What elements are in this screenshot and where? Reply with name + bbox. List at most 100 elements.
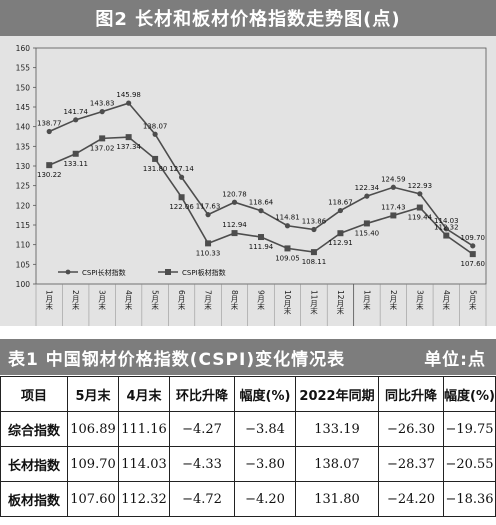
table-cell: 131.80 [295, 481, 379, 517]
data-label: 122.93 [408, 182, 433, 190]
data-point [73, 117, 79, 123]
data-label: 143.83 [90, 100, 115, 108]
data-point [363, 220, 370, 227]
table-banner: 表1 中国钢材价格指数(CSPI)变化情况表 单位:点 [0, 339, 496, 375]
x-tick-label: 2月末 [71, 290, 80, 311]
data-point [284, 223, 291, 229]
row-label: 长材指数 [0, 446, 68, 482]
x-tick-label: 3月末 [97, 290, 106, 311]
data-point [178, 194, 185, 201]
table-unit: 单位:点 [424, 350, 486, 370]
data-label: 131.80 [143, 165, 168, 173]
x-tick-label: 8月末 [230, 290, 239, 311]
table-cell: 106.89 [67, 411, 119, 447]
data-point [390, 184, 396, 190]
data-point [469, 251, 476, 258]
data-label: 110.33 [196, 249, 221, 257]
y-tick-label: 120 [16, 201, 31, 210]
row-label: 综合指数 [0, 411, 68, 447]
data-label: 111.94 [249, 243, 274, 251]
y-tick-label: 140 [16, 123, 31, 132]
data-point [205, 240, 212, 247]
x-tick-label: 11月末 [309, 290, 318, 316]
table-cell: 111.16 [118, 411, 170, 447]
legend-label: CSPI长材指数 [82, 268, 126, 277]
data-point [231, 199, 238, 205]
series-line [48, 102, 474, 247]
table-row: 长材指数 109.70 114.03 −4.33 −3.80 138.07 −2… [0, 446, 496, 482]
data-point [231, 230, 238, 237]
data-label: 124.59 [381, 175, 406, 183]
data-point [152, 155, 159, 162]
table-cell: −26.30 [378, 411, 444, 447]
table-cell: 138.07 [295, 446, 379, 482]
data-point [443, 232, 450, 239]
data-label: 122.06 [169, 203, 194, 211]
data-label: 120.78 [222, 190, 247, 198]
table-cell: −4.33 [169, 446, 235, 482]
data-label: 107.60 [461, 260, 486, 268]
table-header-row: 项目 5月末 4月末 环比升降 幅度(%) 2022年同期 同比升降 幅度(%) [0, 376, 496, 412]
table-row: 板材指数 107.60 112.32 −4.72 −4.20 131.80 −2… [0, 481, 496, 517]
header-cell: 项目 [0, 376, 68, 412]
data-label: 112.32 [434, 224, 459, 232]
data-label: 145.98 [116, 91, 141, 99]
data-point [126, 100, 132, 106]
data-label: 117.43 [381, 203, 406, 211]
table-cell: −20.55 [443, 446, 496, 482]
x-tick-label: 5月末 [150, 290, 159, 311]
table-cell: 133.19 [295, 411, 379, 447]
x-tick-label: 7月末 [203, 290, 212, 311]
x-tick-label: 1月末 [362, 290, 371, 311]
data-point [337, 207, 344, 214]
data-point [205, 212, 211, 218]
header-cell: 5月末 [67, 376, 119, 412]
y-tick-label: 100 [16, 280, 31, 289]
x-tick-label: 12月末 [336, 290, 345, 316]
x-tick-label: 5月末 [468, 290, 477, 311]
data-label: 118.67 [328, 199, 353, 207]
data-label: 112.94 [222, 221, 247, 229]
table-title: 表1 中国钢材价格指数(CSPI)变化情况表 [8, 350, 346, 370]
data-label: 117.63 [196, 203, 221, 211]
data-label: 109.70 [461, 234, 486, 242]
table-cell: −19.75 [443, 411, 496, 447]
data-point [416, 204, 423, 211]
data-label: 130.22 [37, 171, 62, 179]
cspi-table: 项目 5月末 4月末 环比升降 幅度(%) 2022年同期 同比升降 幅度(%)… [0, 376, 496, 517]
table-cell: 114.03 [118, 446, 170, 482]
header-cell: 2022年同期 [295, 376, 379, 412]
data-point [99, 109, 105, 115]
table-cell: −4.20 [234, 481, 296, 517]
table-cell: −28.37 [378, 446, 444, 482]
table-cell: −4.27 [169, 411, 235, 447]
data-label: 138.07 [143, 122, 168, 130]
table-cell: 112.32 [118, 481, 170, 517]
table-cell: 107.60 [67, 481, 119, 517]
y-tick-label: 135 [16, 142, 31, 151]
data-point [152, 131, 158, 137]
data-point [364, 193, 370, 199]
data-point [311, 226, 317, 233]
header-cell: 环比升降 [169, 376, 235, 412]
row-label: 板材指数 [0, 481, 68, 517]
data-label: 112.91 [328, 239, 353, 247]
data-label: 138.77 [37, 120, 62, 128]
header-cell: 同比升降 [378, 376, 444, 412]
x-tick-label: 4月末 [124, 290, 133, 311]
data-label: 122.34 [355, 184, 380, 192]
data-label: 114.81 [275, 214, 300, 222]
data-label: 137.34 [116, 143, 141, 151]
x-tick-label: 2月末 [389, 290, 398, 311]
table-cell: 109.70 [67, 446, 119, 482]
header-cell: 4月末 [118, 376, 170, 412]
data-point [470, 243, 476, 249]
table-cell: −24.20 [378, 481, 444, 517]
x-tick-label: 3月末 [415, 290, 424, 311]
data-point [284, 245, 291, 252]
y-tick-label: 110 [16, 241, 31, 250]
data-label: 137.02 [90, 144, 115, 152]
x-tick-label: 1月末 [44, 290, 53, 311]
data-point [443, 226, 449, 232]
y-tick-label: 125 [16, 182, 31, 191]
